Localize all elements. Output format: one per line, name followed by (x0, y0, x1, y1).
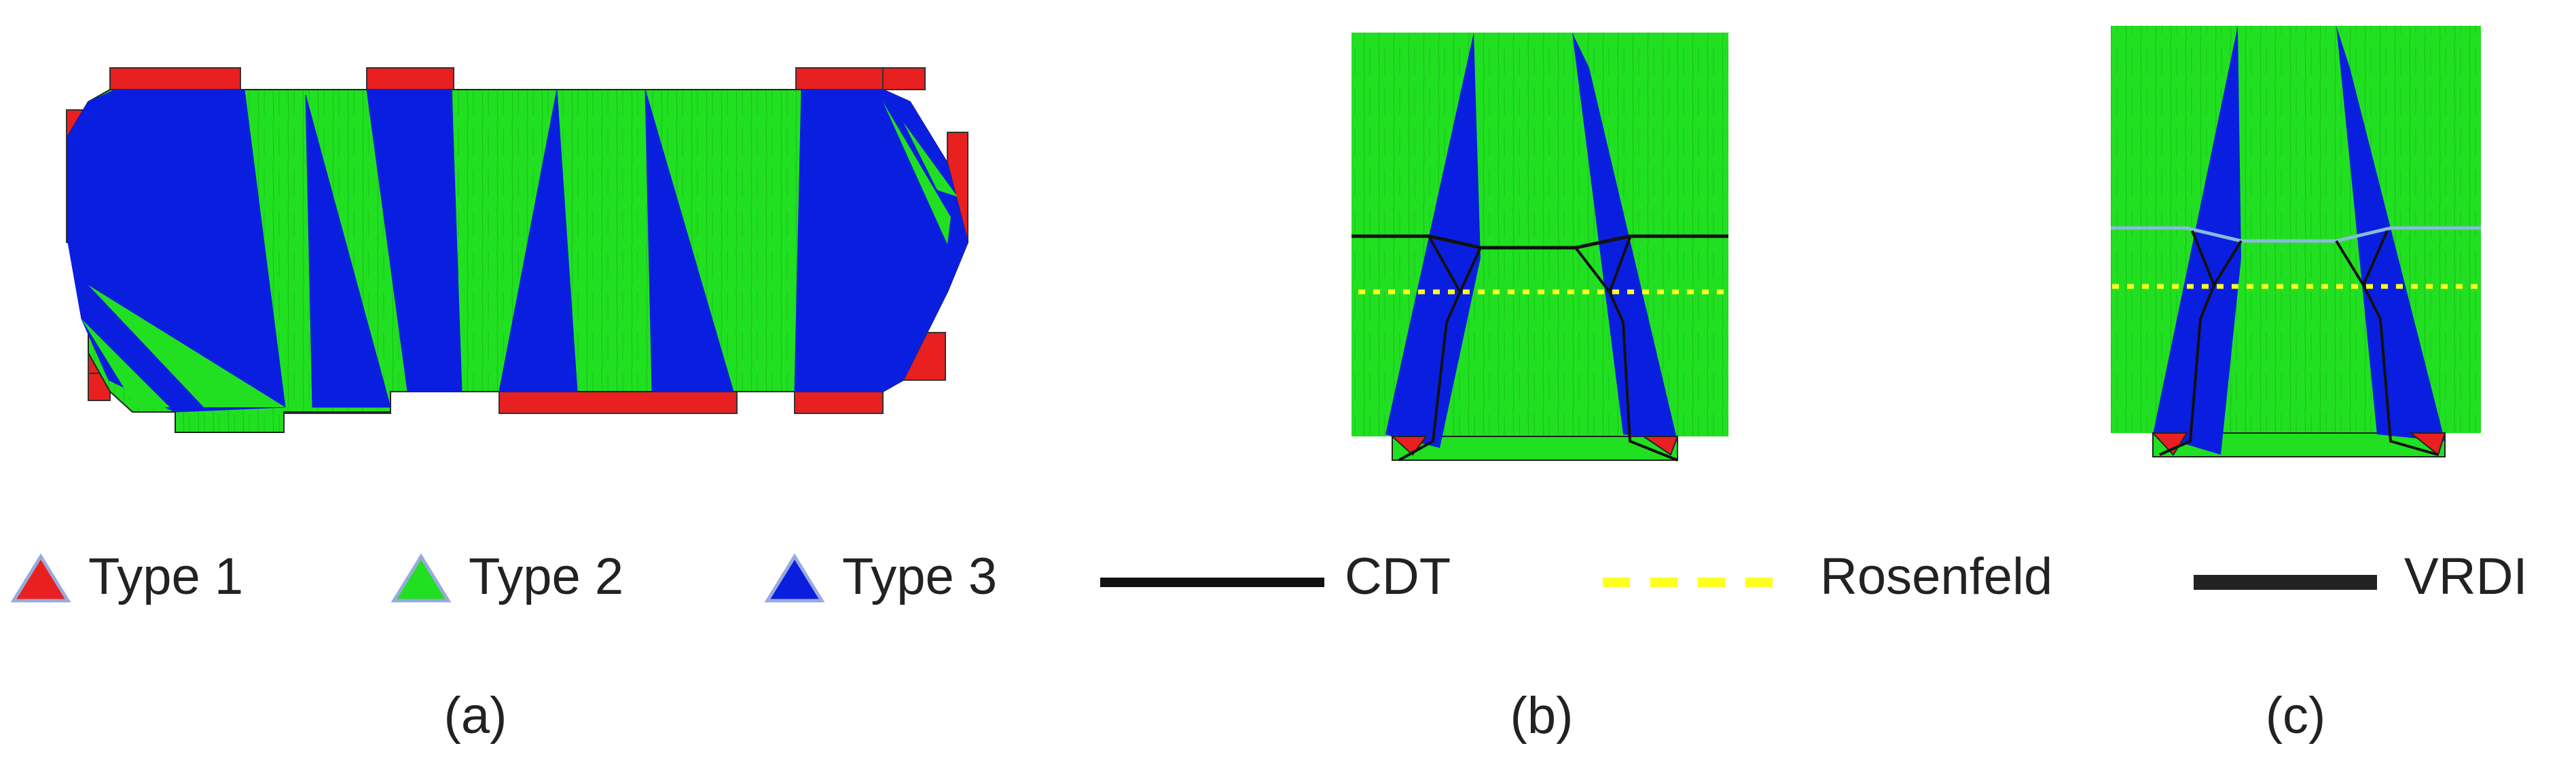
legend-type3-swatch (764, 553, 825, 603)
panel-b-cdt-line (1352, 234, 1728, 250)
legend-type1-label: Type 1 (88, 548, 243, 605)
panel-c-caption: (c) (2266, 687, 2326, 745)
panel-b-red-corners (1390, 436, 1679, 456)
panel-b-vrdi-path (1398, 237, 1678, 462)
legend-cdt-label: CDT (1345, 548, 1451, 605)
legend-vrdi: VRDI (2194, 548, 2528, 605)
panel-a-green-slivers (81, 102, 958, 407)
panel-c-vrdi-path (2159, 230, 2439, 456)
legend-cdt: CDT (1100, 548, 1451, 605)
legend-type1-swatch (10, 553, 71, 603)
panel-c-vrdi-line (2111, 226, 2481, 243)
panel-c-red-corners (2151, 432, 2446, 456)
legend: Type 1 Type 2 Type 3 CDT Rosenfeld VRDI (10, 548, 2528, 605)
legend-type2-swatch (391, 553, 452, 603)
legend-type3-label: Type 3 (842, 548, 997, 605)
legend-type3: Type 3 (764, 548, 997, 605)
legend-type2-label: Type 2 (469, 548, 623, 605)
legend-type1: Type 1 (10, 548, 243, 605)
panel-c-mesh (2111, 26, 2481, 457)
panel-b-mesh (1352, 33, 1728, 462)
panel-b-caption: (b) (1510, 687, 1574, 745)
legend-type2: Type 2 (391, 548, 623, 605)
panel-a-mesh (66, 67, 969, 433)
legend-rosenfeld: Rosenfeld (1603, 548, 2052, 605)
panel-a-caption: (a) (444, 687, 507, 745)
panel-a-blue-regions (67, 89, 968, 413)
legend-vrdi-label: VRDI (2404, 548, 2528, 605)
legend-rosenfeld-label: Rosenfeld (1820, 548, 2052, 605)
